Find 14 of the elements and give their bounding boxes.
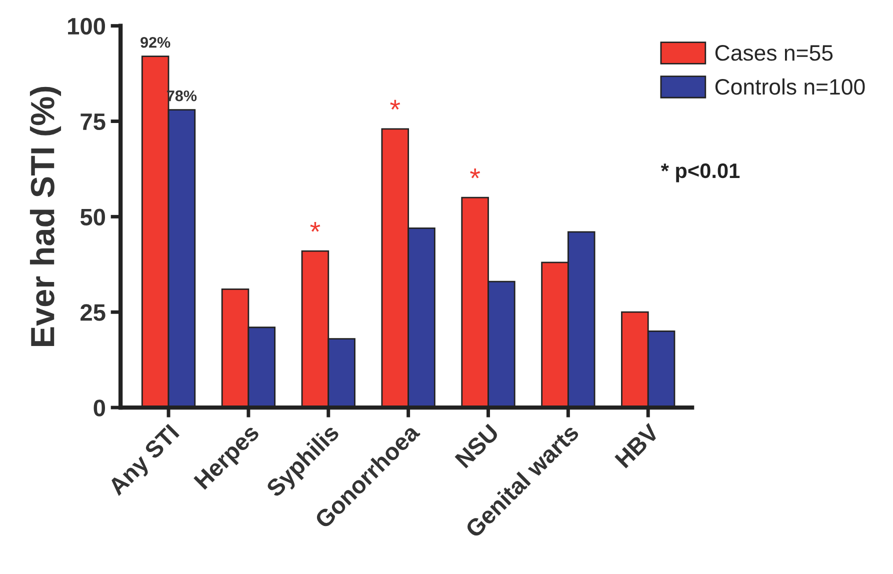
y-tick-label: 75	[80, 114, 106, 130]
y-axis-title: Ever had STI (%)	[30, 86, 62, 346]
data-label: 92%	[140, 36, 170, 48]
legend-label: Controls n=100	[715, 78, 865, 95]
annotation: *	[310, 222, 320, 232]
y-tick-label: 0	[94, 400, 106, 416]
annotation: *	[390, 100, 400, 110]
y-tick-label: 50	[80, 208, 106, 226]
x-tick-label: Any STI	[107, 424, 183, 500]
y-tick-label: 25	[80, 304, 106, 321]
annotation: *	[470, 168, 480, 178]
legend-label: Cases n=55	[715, 45, 833, 61]
annotation: * p<0.01	[660, 163, 740, 182]
y-tick-label: 100	[68, 18, 106, 35]
